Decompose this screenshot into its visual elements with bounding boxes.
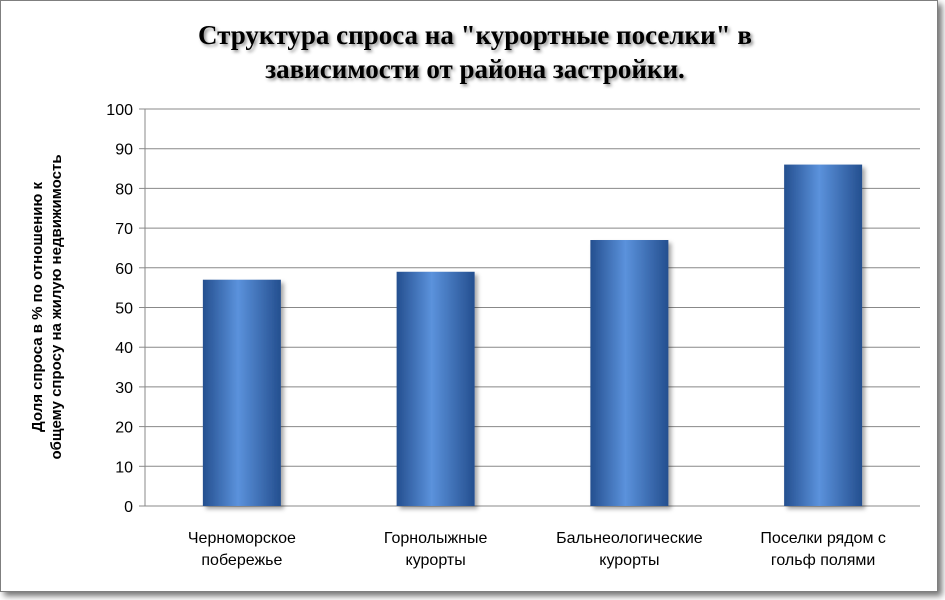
chart-title-line-2: зависимости от района застройки. bbox=[265, 54, 685, 84]
y-tick-label: 80 bbox=[115, 181, 133, 198]
x-tick-label: Черноморское побережье bbox=[152, 528, 332, 572]
x-tick-label-line: курорты bbox=[599, 552, 660, 569]
y-tick-label: 10 bbox=[115, 459, 133, 476]
x-tick-label-line: гольф полями bbox=[770, 552, 876, 569]
y-tick-label: 90 bbox=[115, 142, 133, 159]
chart-title: Структура спроса на "курортные поселки" … bbox=[110, 18, 840, 86]
x-tick-label-line: Поселки рядом с bbox=[760, 530, 886, 547]
y-tick-label: 50 bbox=[115, 301, 133, 318]
bar bbox=[590, 240, 669, 506]
x-tick-label-line: Черноморское bbox=[187, 530, 296, 547]
bar bbox=[784, 164, 863, 506]
y-tick-label: 20 bbox=[115, 420, 133, 437]
x-tick-label-line: побережье bbox=[201, 552, 283, 569]
y-tick-label: 0 bbox=[124, 499, 133, 516]
chart-title-line-1: Структура спроса на "курортные поселки" … bbox=[198, 20, 752, 50]
y-tick-label: 100 bbox=[106, 102, 133, 119]
x-tick-label: Горнолыжные курорты bbox=[346, 528, 526, 572]
y-tick-labels: 0 10 20 30 40 50 60 70 80 90 100 bbox=[106, 102, 133, 516]
x-tick-label-line: курорты bbox=[405, 552, 466, 569]
x-tick-label: Бальнеологические курорты bbox=[539, 528, 719, 572]
bar bbox=[202, 279, 281, 506]
y-tick-label: 40 bbox=[115, 340, 133, 357]
y-tick-label: 60 bbox=[115, 261, 133, 278]
x-tick-label: Поселки рядом с гольф полями bbox=[733, 528, 913, 572]
bars bbox=[202, 164, 863, 506]
y-tick-label: 30 bbox=[115, 380, 133, 397]
bar bbox=[396, 271, 475, 506]
y-tick-label: 70 bbox=[115, 221, 133, 238]
x-tick-label-line: Бальнеологические bbox=[556, 530, 703, 547]
x-tick-label-line: Горнолыжные bbox=[383, 530, 488, 547]
